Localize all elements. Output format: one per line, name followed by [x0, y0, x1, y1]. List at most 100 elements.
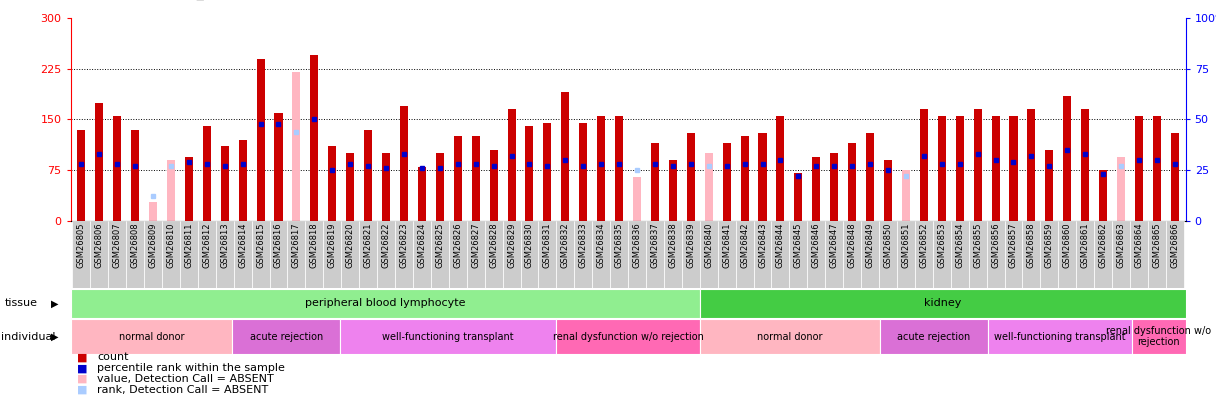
Text: count: count: [97, 352, 129, 362]
Text: ▶: ▶: [51, 298, 58, 308]
Bar: [651, 143, 659, 221]
Bar: [1135, 116, 1143, 221]
Bar: [1118, 157, 1125, 221]
Bar: [113, 116, 122, 221]
Bar: [1153, 116, 1161, 221]
Bar: [449, 221, 467, 288]
Bar: [252, 221, 270, 288]
Bar: [490, 150, 497, 221]
Bar: [771, 221, 789, 288]
Bar: [131, 130, 139, 221]
Text: GSM26831: GSM26831: [542, 223, 552, 269]
Text: GSM26832: GSM26832: [561, 223, 570, 269]
Bar: [741, 136, 749, 221]
Bar: [1058, 221, 1076, 288]
Bar: [1081, 109, 1090, 221]
Text: GSM26847: GSM26847: [829, 223, 839, 269]
Bar: [167, 160, 175, 221]
Bar: [520, 221, 539, 288]
Text: GSM26849: GSM26849: [866, 223, 874, 268]
Bar: [340, 319, 556, 354]
Text: GSM26813: GSM26813: [220, 223, 229, 269]
Bar: [257, 59, 265, 221]
Bar: [180, 221, 198, 288]
Text: ■: ■: [77, 352, 88, 362]
Bar: [347, 153, 354, 221]
Text: GSM26836: GSM26836: [632, 223, 642, 269]
Text: GSM26817: GSM26817: [292, 223, 300, 269]
Bar: [185, 157, 193, 221]
Text: acute rejection: acute rejection: [249, 332, 323, 341]
Text: GSM26842: GSM26842: [741, 223, 749, 268]
Text: GSM26839: GSM26839: [686, 223, 696, 269]
Bar: [884, 160, 893, 221]
Bar: [143, 221, 162, 288]
Text: GSM26857: GSM26857: [1009, 223, 1018, 269]
Bar: [615, 116, 623, 221]
Text: GSM26829: GSM26829: [507, 223, 516, 268]
Text: GSM26845: GSM26845: [794, 223, 803, 268]
Text: GSM26837: GSM26837: [651, 223, 659, 269]
Bar: [198, 221, 215, 288]
Text: GSM26815: GSM26815: [257, 223, 265, 268]
Bar: [232, 319, 340, 354]
Bar: [1148, 221, 1166, 288]
Text: well-functioning transplant: well-functioning transplant: [382, 332, 514, 341]
Bar: [364, 130, 372, 221]
Bar: [634, 177, 641, 221]
Bar: [430, 221, 449, 288]
Text: ▶: ▶: [51, 332, 58, 341]
Bar: [933, 221, 951, 288]
Text: GSM26866: GSM26866: [1170, 223, 1180, 269]
Bar: [413, 221, 430, 288]
Bar: [974, 109, 981, 221]
Text: GSM26818: GSM26818: [310, 223, 319, 269]
Bar: [579, 123, 587, 221]
Text: GSM26852: GSM26852: [919, 223, 928, 268]
Text: GSM26821: GSM26821: [364, 223, 372, 268]
Text: GSM26851: GSM26851: [901, 223, 911, 268]
Bar: [699, 221, 717, 288]
Text: GSM26834: GSM26834: [597, 223, 606, 269]
Bar: [902, 170, 910, 221]
Text: GSM26824: GSM26824: [417, 223, 427, 268]
Text: peripheral blood lymphocyte: peripheral blood lymphocyte: [305, 298, 466, 308]
Text: kidney: kidney: [924, 298, 962, 308]
Bar: [776, 116, 784, 221]
Text: value, Detection Call = ABSENT: value, Detection Call = ABSENT: [97, 374, 274, 384]
Bar: [794, 173, 803, 221]
Text: renal dysfunction w/o rejection: renal dysfunction w/o rejection: [552, 332, 704, 341]
Text: GSM26835: GSM26835: [614, 223, 624, 269]
Bar: [736, 221, 754, 288]
Text: ■: ■: [77, 374, 88, 384]
Bar: [485, 221, 502, 288]
Bar: [287, 221, 305, 288]
Bar: [270, 221, 287, 288]
Bar: [969, 221, 986, 288]
Text: GSM26816: GSM26816: [274, 223, 283, 269]
Bar: [328, 147, 337, 221]
Bar: [78, 130, 85, 221]
Text: GSM26855: GSM26855: [973, 223, 983, 268]
Text: GSM26808: GSM26808: [130, 223, 140, 269]
Bar: [467, 221, 485, 288]
Text: GSM26844: GSM26844: [776, 223, 786, 268]
Bar: [866, 133, 874, 221]
Bar: [914, 221, 933, 288]
Text: GSM26830: GSM26830: [525, 223, 534, 269]
Bar: [1041, 221, 1058, 288]
Bar: [987, 319, 1132, 354]
Bar: [95, 102, 103, 221]
Text: GSM26848: GSM26848: [848, 223, 856, 269]
Bar: [233, 221, 252, 288]
Bar: [597, 116, 606, 221]
Text: GSM26846: GSM26846: [812, 223, 821, 269]
Text: GSM26810: GSM26810: [167, 223, 175, 268]
Bar: [687, 133, 694, 221]
Text: percentile rank within the sample: percentile rank within the sample: [97, 363, 286, 373]
Text: GSM26863: GSM26863: [1116, 223, 1126, 269]
Bar: [700, 319, 880, 354]
Bar: [664, 221, 682, 288]
Bar: [759, 133, 766, 221]
Bar: [472, 136, 480, 221]
